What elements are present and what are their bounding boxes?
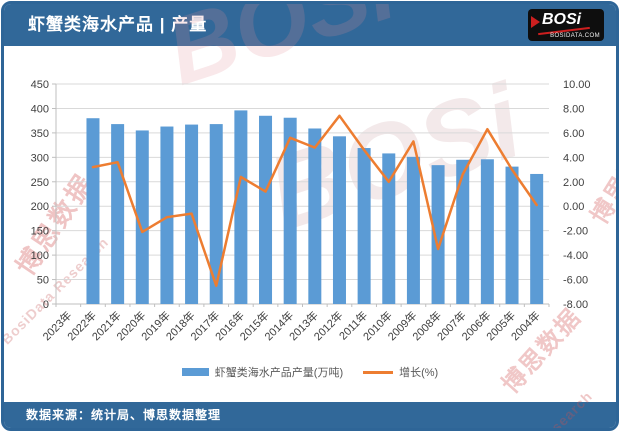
right-axis-label: -2.00 <box>563 226 588 238</box>
left-axis-label: 150 <box>31 226 49 238</box>
right-axis-label: -4.00 <box>563 250 588 262</box>
left-axis-label: 350 <box>31 128 49 140</box>
legend: 虾蟹类海水产品产量(万吨) 增长(%) <box>4 364 616 380</box>
bosi-logo: BOSi BOSIDATA.COM <box>528 9 604 41</box>
bar-2010年 <box>382 153 396 304</box>
right-axis-label: 4.00 <box>563 152 584 164</box>
bar-2013年 <box>308 128 322 304</box>
right-axis-label: 10.00 <box>563 79 591 91</box>
legend-bar-swatch <box>181 368 209 376</box>
left-axis-label: 400 <box>31 103 49 115</box>
bar-2004年 <box>530 173 544 304</box>
bar-2006年 <box>480 159 494 304</box>
legend-item-growth: 增长(%) <box>363 364 438 380</box>
bar-2014年 <box>283 117 297 304</box>
chart-area: BOSi BOSi 博思数据 BosiData Research 博思数据 博思… <box>4 4 616 428</box>
left-axis-label: 100 <box>31 250 49 262</box>
logo-subtext: BOSIDATA.COM <box>550 33 600 39</box>
footer-bar: 数据来源：统计局、博思数据整理 <box>4 402 616 428</box>
bar-2009年 <box>406 156 420 304</box>
bar-2007年 <box>456 159 470 304</box>
legend-item-production: 虾蟹类海水产品产量(万吨) <box>181 364 344 380</box>
legend-line-label: 增长(%) <box>399 367 439 379</box>
left-axis-label: 0 <box>43 299 49 311</box>
right-axis-label: 2.00 <box>563 177 584 189</box>
right-axis-label: -8.00 <box>563 299 588 311</box>
left-axis-label: 200 <box>31 201 49 213</box>
header-bar: 虾蟹类海水产品 | 产量 BOSi BOSIDATA.COM <box>4 4 616 46</box>
bar-2011年 <box>357 148 371 304</box>
bar-2005年 <box>505 166 519 304</box>
growth-line <box>91 114 538 287</box>
legend-bar-label: 虾蟹类海水产品产量(万吨) <box>214 367 344 379</box>
right-axis-label: 6.00 <box>563 128 584 140</box>
logo-text: BOSi <box>542 11 582 28</box>
bar-2017年 <box>209 124 223 304</box>
bar-2012年 <box>332 136 346 304</box>
source-note: 数据来源：统计局、博思数据整理 <box>26 408 222 422</box>
right-axis-label: -6.00 <box>563 275 588 287</box>
right-axis-label: 8.00 <box>563 103 584 115</box>
left-axis-label: 250 <box>31 177 49 189</box>
left-axis-label: 300 <box>31 152 49 164</box>
bar-2022年 <box>86 118 100 304</box>
left-axis-label: 450 <box>31 79 49 91</box>
combo-chart: 450 10.00 400 8.00 350 6.00 300 4.00 250 2.00 200 0… <box>31 79 591 343</box>
bar-2020年 <box>135 130 149 304</box>
right-axis-label: 0.00 <box>563 201 584 213</box>
logo-triangle-icon <box>531 16 540 28</box>
bar-2021年 <box>111 124 125 304</box>
bar-2016年 <box>234 110 248 305</box>
bar-2008年 <box>431 165 445 304</box>
bar-2015年 <box>259 115 273 305</box>
legend-line-swatch <box>363 370 394 374</box>
left-axis-label: 50 <box>37 275 49 287</box>
bar-2019年 <box>160 126 174 305</box>
page-title: 虾蟹类海水产品 | 产量 <box>28 15 208 34</box>
